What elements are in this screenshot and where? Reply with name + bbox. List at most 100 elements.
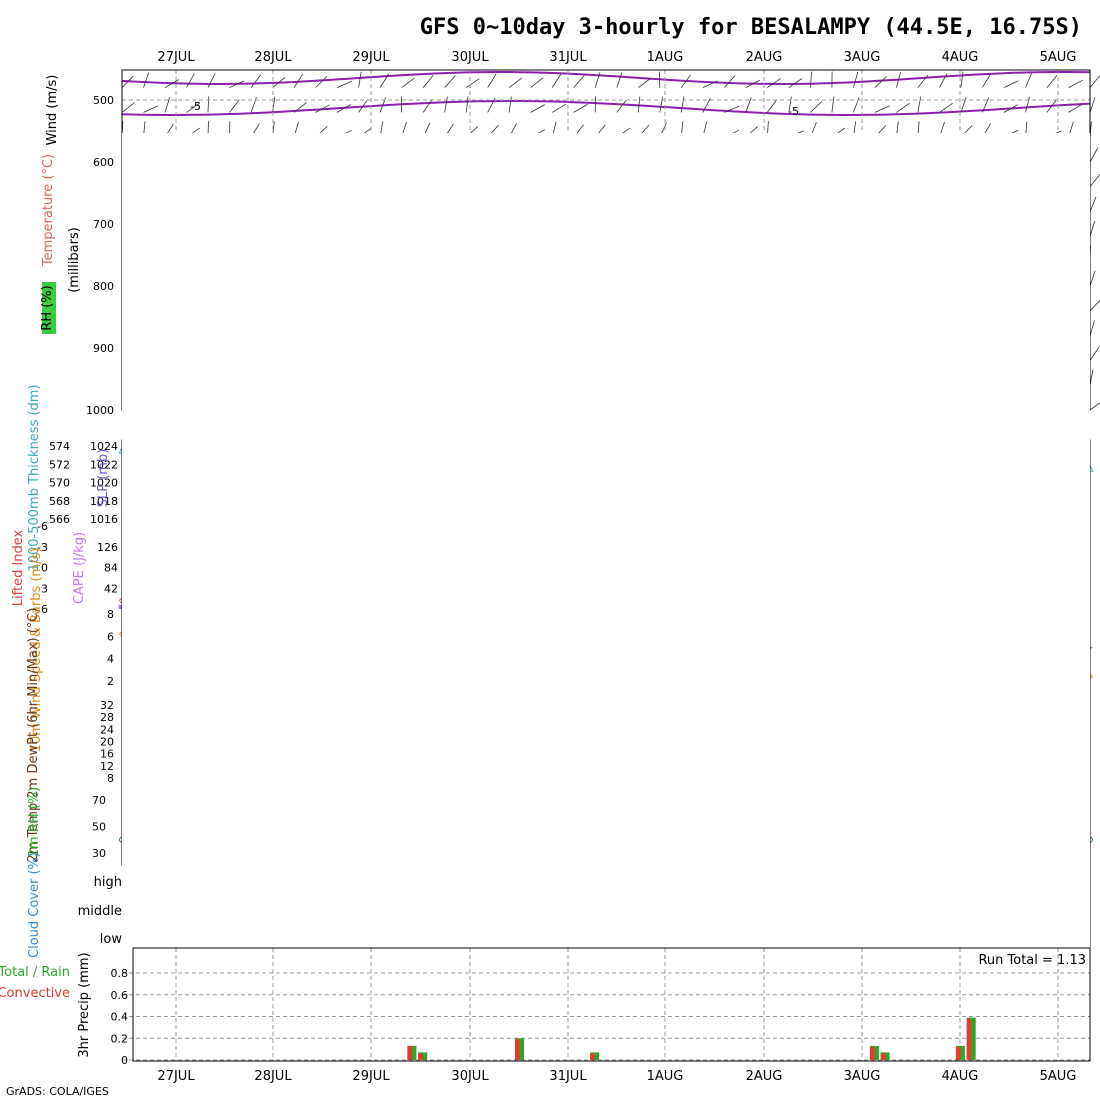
tick-label: 24	[100, 723, 114, 736]
tick-label: 16	[100, 748, 114, 761]
date-label-bottom: 28JUL	[254, 1069, 292, 1084]
wind-barb	[272, 77, 286, 88]
wind-barb	[358, 99, 369, 113]
wind-barb	[616, 72, 623, 88]
wind-barb	[379, 73, 389, 88]
tick-label: 0	[41, 562, 48, 575]
legend-total-rain: Total / Rain	[0, 965, 70, 980]
tick-label: 6	[107, 630, 114, 643]
wind-barb	[1089, 220, 1096, 237]
wind-barb	[315, 76, 328, 88]
panel-background	[122, 133, 1090, 1061]
wind-barb	[358, 71, 362, 88]
wind-barb	[207, 96, 210, 113]
wind-barb	[336, 80, 352, 88]
axis-label: Temperature (°C)	[41, 154, 56, 267]
tick-label: 70	[92, 794, 106, 807]
wind-barb	[810, 101, 823, 113]
tick-label: 566	[49, 513, 70, 526]
wind-barb	[874, 76, 887, 88]
wind-barb	[422, 74, 434, 88]
tick-label: 1016	[90, 513, 118, 526]
tick-label: 700	[93, 218, 114, 231]
date-label-top: 5AUG	[1040, 50, 1077, 65]
wind-barb	[960, 71, 964, 88]
wind-barb	[1089, 97, 1096, 113]
date-label-top: 3AUG	[844, 50, 881, 65]
date-label-top: 27JUL	[157, 50, 195, 65]
tick-label: 1022	[90, 458, 118, 471]
run-total-label: Run Total = 1.13	[978, 953, 1086, 968]
wind-barb	[1025, 72, 1033, 88]
wind-barb	[982, 97, 990, 113]
wind-barb	[1089, 270, 1096, 287]
tick-label: 1018	[90, 495, 118, 508]
tick-label: 126	[97, 541, 118, 554]
wind-barb	[186, 102, 200, 113]
date-label-bottom: 27JUL	[157, 1069, 195, 1084]
wind-barb	[1089, 196, 1097, 212]
wind-barb	[724, 75, 736, 88]
tick-label: 20	[100, 736, 114, 749]
wind-barb	[810, 71, 812, 88]
wind-barb	[551, 103, 567, 113]
temp-contour-minus10	[121, 71, 1091, 85]
wind-barb	[745, 79, 761, 88]
wind-barb	[530, 77, 544, 88]
cloud-level-label: high	[94, 875, 122, 890]
wind-barb	[638, 77, 652, 88]
wind-barb	[143, 105, 159, 113]
tick-label: 1000	[86, 404, 114, 417]
tick-label: 0.8	[111, 967, 129, 980]
tick-label: -3	[37, 541, 48, 554]
wind-barb	[637, 96, 641, 113]
tick-label: 84	[104, 562, 118, 575]
axis-label: Cloud Cover (%)	[27, 852, 42, 958]
wind-barb	[896, 72, 901, 88]
wind-barb	[788, 78, 803, 88]
wind-barb	[530, 104, 545, 113]
wind-barb	[767, 78, 781, 88]
wind-barb	[939, 73, 948, 88]
wind-barb	[293, 73, 304, 88]
wind-barb	[186, 73, 195, 88]
tick-label: 568	[49, 495, 70, 508]
tick-label: 0.4	[111, 1011, 129, 1024]
wind-barb	[1003, 80, 1019, 88]
tick-label: 500	[93, 94, 114, 107]
wind-barb	[680, 96, 685, 113]
wind-barb	[745, 97, 752, 113]
date-label-top: 29JUL	[352, 50, 390, 65]
wind-barb	[487, 73, 497, 88]
wind-barb	[121, 75, 134, 88]
tick-label: 4	[107, 653, 114, 666]
axis-label: 3hr Precip (mm)	[77, 952, 92, 1057]
axis-label: (millibars)	[67, 227, 82, 293]
wind-barb	[616, 99, 627, 113]
tick-label: 570	[49, 477, 70, 490]
tick-label: 800	[93, 280, 114, 293]
wind-barb	[680, 74, 692, 88]
date-label-top: 4AUG	[942, 50, 979, 65]
tick-label: -6	[37, 520, 48, 533]
cloud-level-label: low	[100, 932, 123, 947]
date-label-top: 31JUL	[549, 50, 587, 65]
wind-barb	[594, 72, 601, 88]
date-label-top: 30JUL	[451, 50, 489, 65]
wind-barb	[121, 102, 135, 113]
precip-convective-bar	[955, 1047, 961, 1060]
date-label-bottom: 29JUL	[352, 1069, 390, 1084]
wind-barb	[1068, 79, 1083, 88]
wind-barb	[1068, 103, 1083, 113]
wind-barb	[1089, 346, 1100, 361]
wind-barb	[1089, 299, 1100, 312]
wind-barb	[508, 77, 523, 88]
axis-label: 2m RH (%)	[27, 787, 42, 858]
tick-label: 0.2	[111, 1032, 129, 1045]
wind-barb	[1003, 104, 1019, 113]
wind-barb	[702, 80, 718, 88]
wind-barb	[444, 96, 448, 113]
wind-barb	[702, 98, 711, 113]
wind-barb	[315, 104, 330, 113]
wind-barb	[766, 99, 778, 113]
